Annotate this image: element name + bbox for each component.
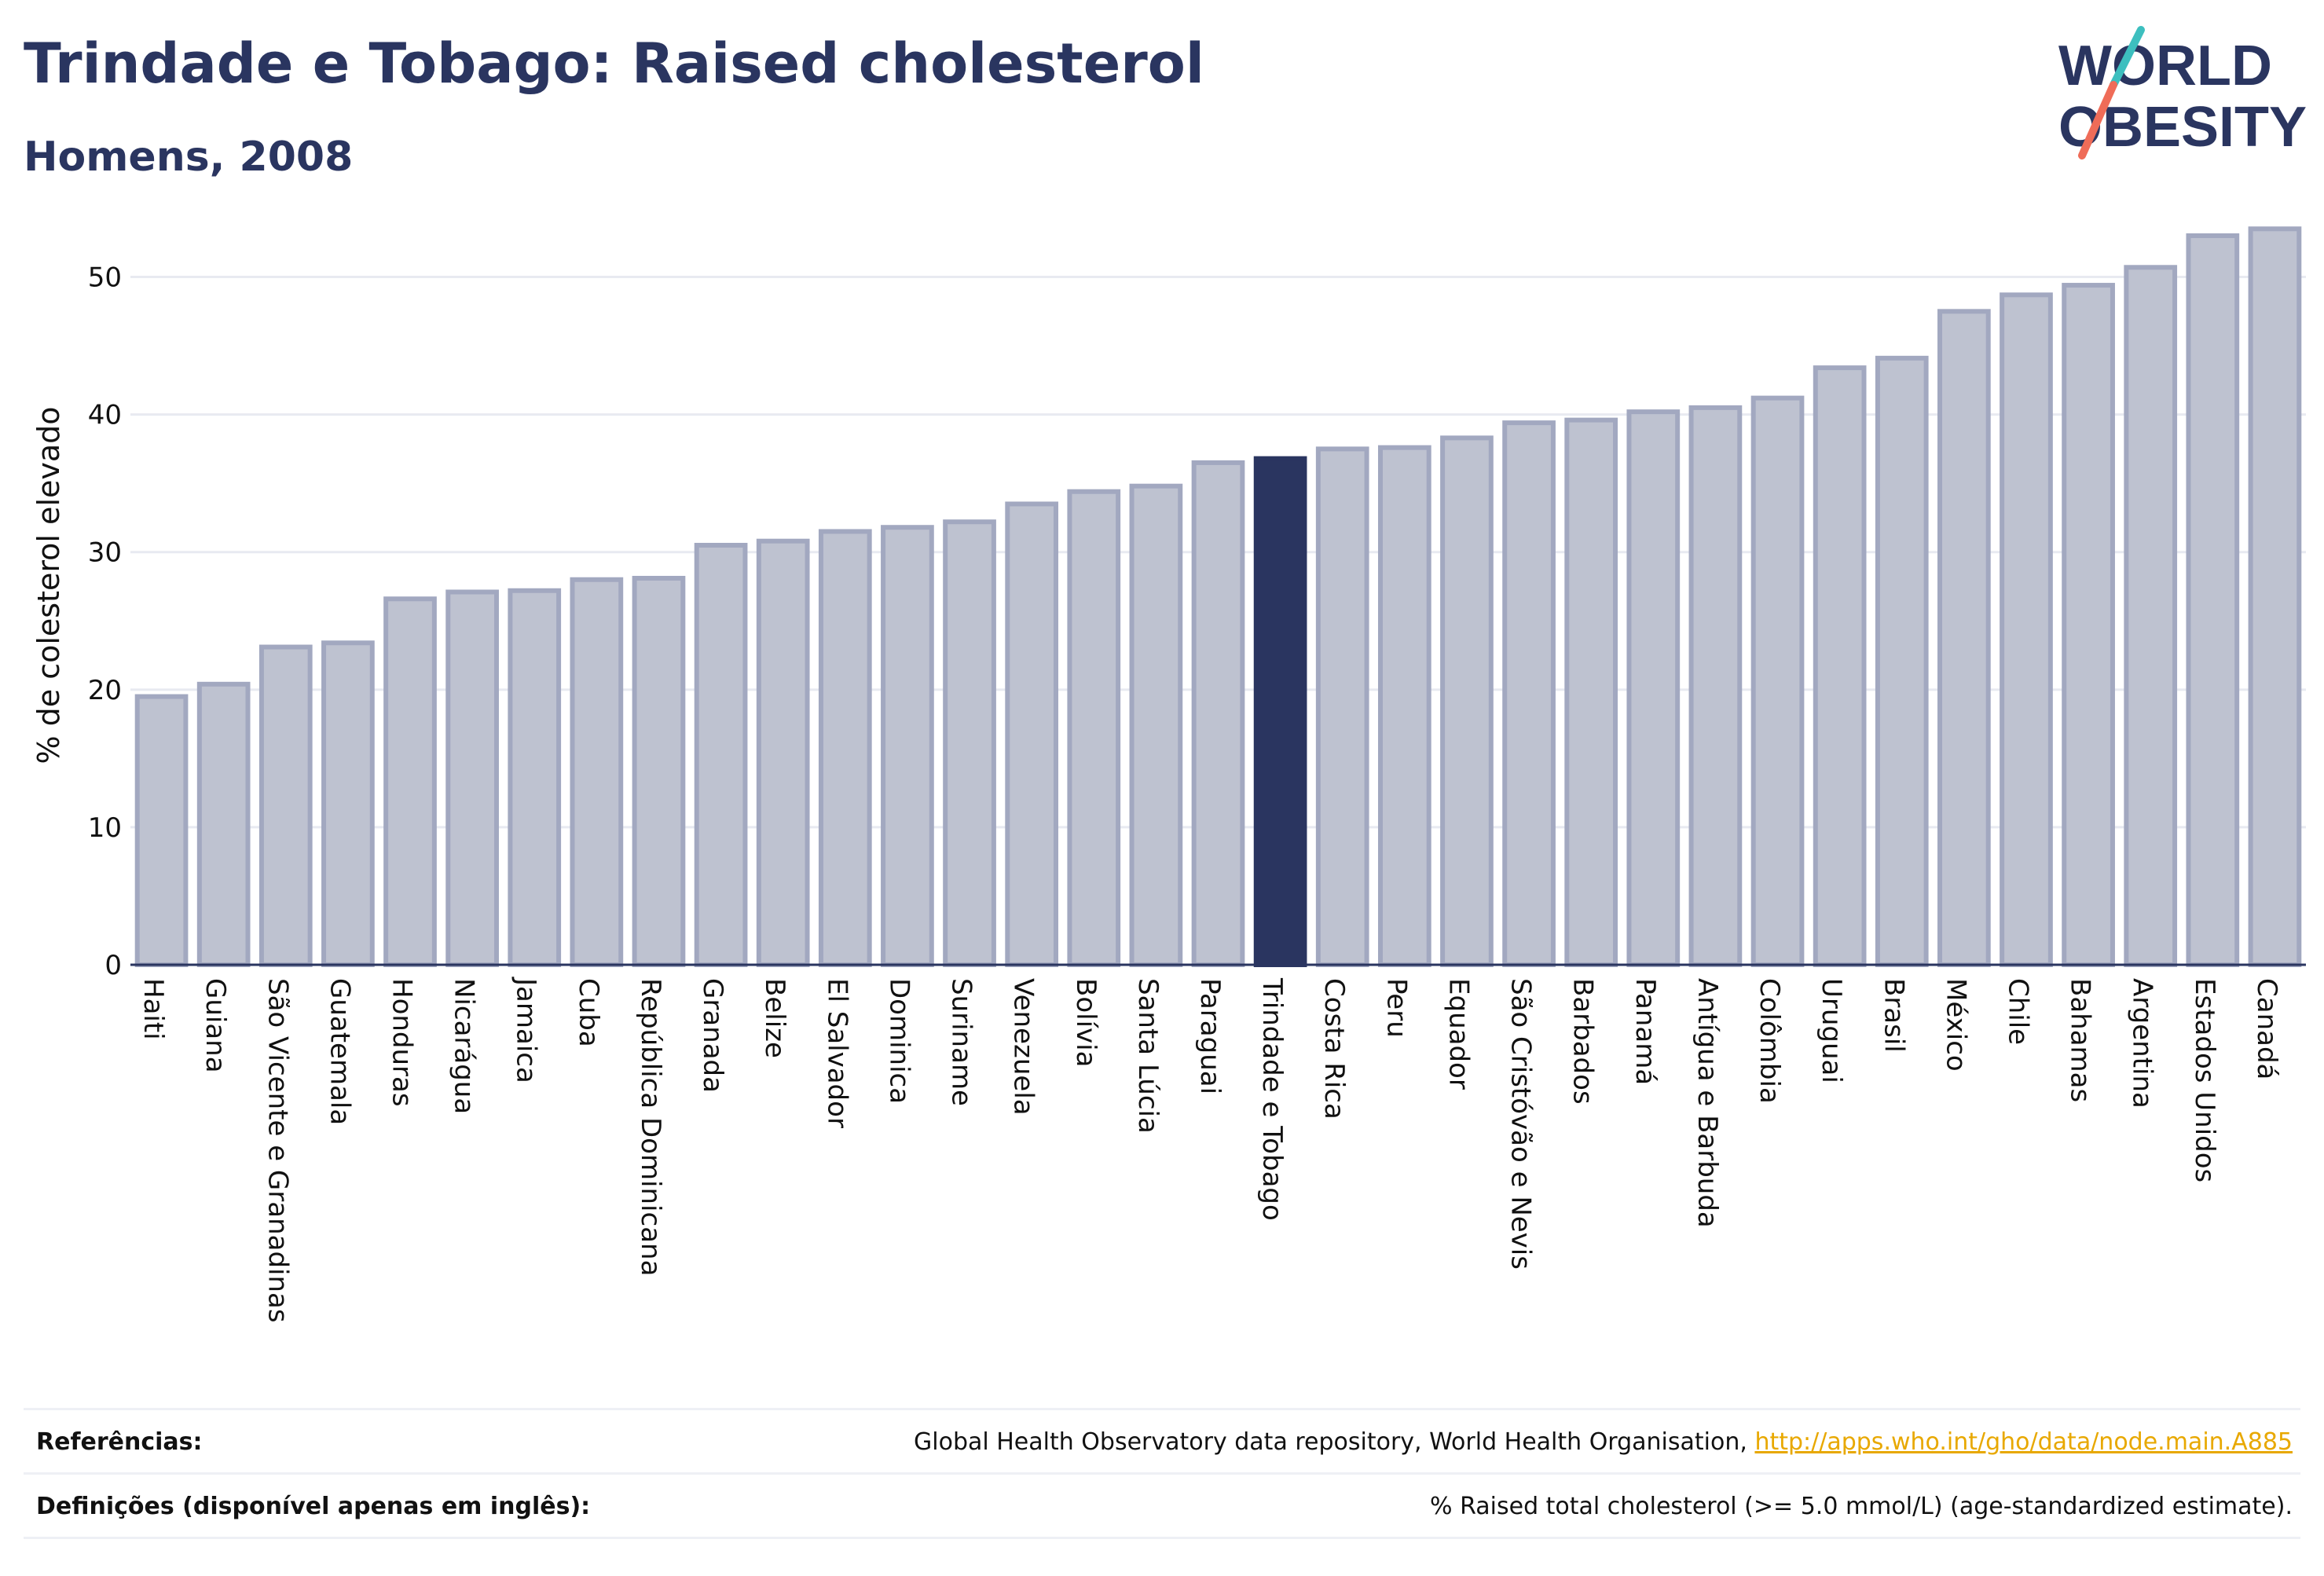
- x-tick-label: Jamaica: [511, 977, 542, 1083]
- bar-canad-[interactable]: [2248, 226, 2302, 968]
- bar-estados-unidos[interactable]: [2186, 233, 2240, 967]
- bar-s-o-crist-v-o-e-nevis[interactable]: [1502, 420, 1556, 967]
- x-tick-label: Chile: [2002, 978, 2033, 1045]
- bar-haiti[interactable]: [134, 694, 189, 968]
- definitions-label: Definições (disponível apenas em inglês)…: [36, 1493, 591, 1520]
- y-tick-label: 0: [104, 950, 122, 981]
- x-tick-label: México: [1940, 978, 1971, 1072]
- bar-chart: 0 10 20 30 40 50 Haiti Guiana São Vicente e Gra…: [31, 226, 2306, 1323]
- page-subtitle: Homens, 2008: [24, 134, 354, 181]
- y-axis-ticks: 0 10 20 30 40 50: [88, 262, 122, 981]
- bar-bol-via[interactable]: [1067, 489, 1121, 967]
- x-tick-label: Bahamas: [2065, 978, 2096, 1102]
- x-tick-label: Honduras: [387, 978, 418, 1107]
- x-tick-label: Paraguai: [1194, 978, 1226, 1094]
- references-value: Global Health Observatory data repositor…: [914, 1428, 2293, 1456]
- logo-word-1: WORLD: [2058, 35, 2272, 97]
- references-label: Referências:: [36, 1428, 203, 1456]
- y-axis-title: % de colesterol elevado: [31, 406, 66, 764]
- bar-costa-rica[interactable]: [1315, 446, 1369, 967]
- bar-nicar-gua[interactable]: [445, 589, 499, 968]
- bar-suriname[interactable]: [943, 519, 996, 967]
- bar-ant-gua-e-barbuda[interactable]: [1688, 405, 1743, 967]
- references-text: Global Health Observatory data repositor…: [914, 1428, 1755, 1456]
- x-tick-label: Granada: [697, 978, 728, 1093]
- x-tick-label: Uruguai: [1816, 978, 1847, 1083]
- x-tick-label: São Cristóvão e Nevis: [1505, 978, 1537, 1270]
- bar-belize[interactable]: [756, 538, 810, 967]
- bar-panam-[interactable]: [1626, 409, 1681, 967]
- bar-el-salvador[interactable]: [818, 529, 872, 967]
- bar-jamaica[interactable]: [508, 588, 562, 968]
- x-tick-label: El Salvador: [821, 978, 852, 1128]
- x-tick-label: Trindade e Tobago: [1256, 977, 1288, 1221]
- x-tick-label: República Dominicana: [635, 978, 666, 1276]
- x-tick-label: Colômbia: [1754, 978, 1785, 1104]
- x-tick-label: São Vicente e Granadinas: [262, 978, 293, 1323]
- definitions-value: % Raised total cholesterol (>= 5.0 mmol/…: [1430, 1493, 2293, 1520]
- bar-rep-blica-dominicana[interactable]: [632, 575, 686, 968]
- bar-santa-l-cia[interactable]: [1129, 483, 1183, 967]
- bar-m-xico[interactable]: [1937, 309, 1991, 967]
- bar-cuba[interactable]: [570, 577, 624, 968]
- x-tick-label: Haiti: [137, 978, 169, 1040]
- page-title: Trindade e Tobago: Raised cholesterol: [24, 31, 1204, 96]
- x-tick-label: Equador: [1442, 978, 1474, 1090]
- bar-guatemala[interactable]: [321, 640, 375, 968]
- bar-equador[interactable]: [1440, 435, 1494, 967]
- bar-chile[interactable]: [2000, 292, 2053, 968]
- bar-barbados[interactable]: [1564, 417, 1618, 967]
- x-tick-label: Barbados: [1567, 978, 1599, 1105]
- x-tick-label: Suriname: [946, 978, 977, 1106]
- x-tick-label: Canadá: [2251, 978, 2282, 1079]
- footer-divider-bottom: [24, 1537, 2300, 1539]
- y-tick-label: 30: [88, 537, 122, 569]
- bar-argentina[interactable]: [2124, 265, 2178, 968]
- bars: [134, 226, 2302, 968]
- footer-divider-top: [24, 1408, 2300, 1410]
- x-tick-label: Costa Rica: [1318, 978, 1350, 1120]
- references-link[interactable]: http://apps.who.int/gho/data/node.main.A…: [1754, 1428, 2293, 1456]
- bar-uruguai[interactable]: [1813, 365, 1867, 967]
- x-tick-label: Guatemala: [324, 978, 355, 1125]
- x-tick-label: Nicarágua: [449, 978, 480, 1114]
- x-tick-label: Dominica: [883, 978, 915, 1104]
- bar-guiana[interactable]: [196, 681, 251, 968]
- x-tick-label: Peru: [1380, 978, 1412, 1038]
- y-tick-label: 10: [88, 812, 122, 844]
- bar-dominica[interactable]: [881, 525, 934, 967]
- x-tick-label: Argentina: [2127, 978, 2158, 1109]
- logo-slash-coral: [2078, 81, 2117, 159]
- world-obesity-logo: WORLD OBESITY: [2058, 26, 2307, 159]
- x-tick-label: Belize: [759, 978, 790, 1058]
- x-tick-label: Guiana: [200, 978, 231, 1073]
- bar-honduras[interactable]: [383, 596, 437, 967]
- x-tick-label: Bolívia: [1070, 978, 1102, 1067]
- x-tick-label: Brasil: [1878, 978, 1909, 1053]
- bar-bahamas[interactable]: [2062, 283, 2115, 967]
- y-tick-label: 20: [88, 675, 122, 706]
- bar-col-mbia[interactable]: [1750, 395, 1805, 968]
- x-axis-labels: Haiti Guiana São Vicente e Granadinas Guate…: [137, 977, 2282, 1323]
- x-tick-label: Antígua e Barbuda: [1692, 978, 1723, 1228]
- bar-granada[interactable]: [694, 542, 748, 967]
- bar-s-o-vicente-e-granadinas[interactable]: [258, 644, 313, 967]
- footer-divider-middle: [24, 1472, 2300, 1475]
- bar-venezuela[interactable]: [1005, 501, 1059, 967]
- x-tick-label: Estados Unidos: [2189, 978, 2220, 1182]
- bar-trindade-e-tobago[interactable]: [1253, 456, 1307, 967]
- bar-peru[interactable]: [1377, 445, 1431, 967]
- x-tick-label: Santa Lúcia: [1132, 978, 1164, 1134]
- x-tick-label: Panamá: [1629, 978, 1661, 1085]
- y-tick-label: 40: [88, 400, 122, 431]
- x-tick-label: Cuba: [573, 978, 604, 1047]
- logo-slash-teal: [2110, 26, 2145, 89]
- y-tick-label: 50: [88, 262, 122, 294]
- bar-paraguai[interactable]: [1191, 460, 1245, 967]
- bar-brasil[interactable]: [1875, 355, 1929, 967]
- x-tick-label: Venezuela: [1008, 978, 1039, 1116]
